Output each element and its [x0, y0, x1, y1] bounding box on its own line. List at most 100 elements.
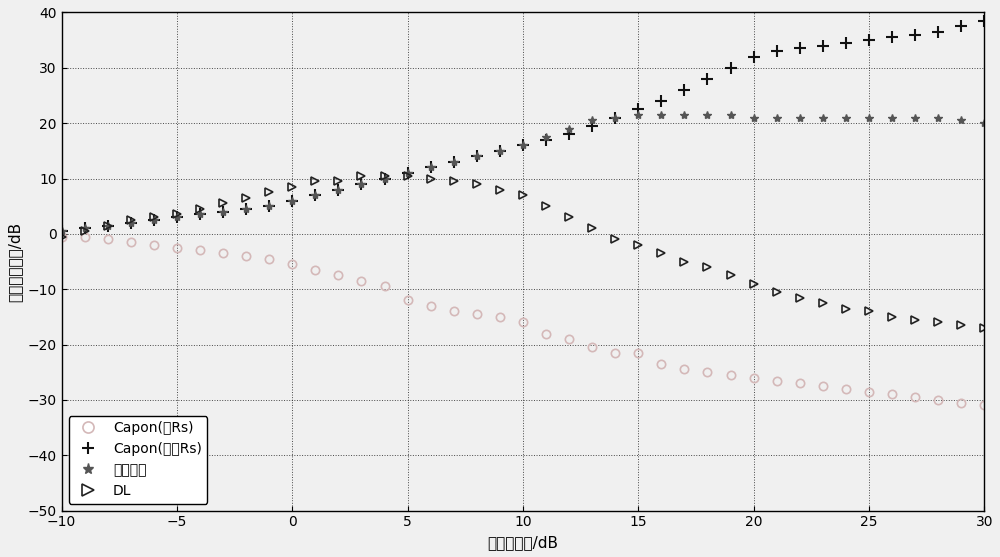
DL — [863, 308, 875, 315]
Capon(不含Rs) — [79, 225, 91, 232]
DL — [494, 186, 506, 193]
Capon(含Rs) — [425, 302, 437, 309]
Capon(含Rs) — [609, 350, 621, 356]
Capon(含Rs) — [194, 247, 206, 254]
DL — [194, 206, 206, 212]
Capon(含Rs) — [678, 366, 690, 373]
Capon(含Rs) — [748, 374, 760, 381]
DL — [817, 300, 829, 306]
Capon(含Rs) — [448, 308, 460, 315]
本文改进 — [978, 120, 990, 126]
Capon(不含Rs) — [286, 197, 298, 204]
本文改进 — [563, 125, 575, 132]
Capon(不含Rs) — [725, 65, 737, 71]
Capon(不含Rs) — [978, 17, 990, 24]
Capon(含Rs) — [632, 350, 644, 356]
本文改进 — [332, 186, 344, 193]
本文改进 — [240, 206, 252, 212]
Capon(含Rs) — [148, 242, 160, 248]
Capon(不含Rs) — [678, 86, 690, 93]
DL — [240, 194, 252, 201]
本文改进 — [886, 114, 898, 121]
Capon(不含Rs) — [932, 28, 944, 35]
Capon(不含Rs) — [840, 40, 852, 46]
Capon(含Rs) — [102, 236, 114, 243]
Line: Capon(不含Rs): Capon(不含Rs) — [56, 15, 990, 237]
本文改进 — [355, 180, 367, 187]
DL — [563, 214, 575, 221]
Capon(不含Rs) — [701, 76, 713, 82]
Capon(不含Rs) — [909, 31, 921, 38]
Capon(不含Rs) — [171, 214, 183, 221]
DL — [332, 178, 344, 184]
本文改进 — [517, 142, 529, 149]
DL — [286, 183, 298, 190]
Capon(不含Rs) — [609, 114, 621, 121]
DL — [771, 289, 783, 295]
Capon(不含Rs) — [240, 206, 252, 212]
Capon(含Rs) — [355, 277, 367, 284]
Capon(不含Rs) — [309, 192, 321, 198]
Capon(含Rs) — [978, 402, 990, 409]
本文改进 — [655, 111, 667, 118]
本文改进 — [955, 117, 967, 124]
Capon(不含Rs) — [886, 34, 898, 41]
DL — [909, 316, 921, 323]
本文改进 — [125, 219, 137, 226]
DL — [978, 325, 990, 331]
Capon(不含Rs) — [148, 217, 160, 223]
本文改进 — [471, 153, 483, 160]
DL — [79, 228, 91, 234]
Capon(不含Rs) — [863, 37, 875, 43]
DL — [425, 175, 437, 182]
Capon(不含Rs) — [332, 186, 344, 193]
本文改进 — [863, 114, 875, 121]
Capon(含Rs) — [586, 344, 598, 351]
本文改进 — [56, 228, 68, 234]
Capon(含Rs) — [471, 311, 483, 317]
本文改进 — [678, 111, 690, 118]
DL — [748, 280, 760, 287]
Capon(不含Rs) — [56, 228, 68, 234]
DL — [655, 250, 667, 257]
Capon(含Rs) — [332, 272, 344, 278]
Capon(含Rs) — [794, 380, 806, 387]
Capon(含Rs) — [79, 233, 91, 240]
本文改进 — [748, 114, 760, 121]
Capon(含Rs) — [840, 385, 852, 392]
Capon(含Rs) — [540, 330, 552, 337]
DL — [701, 263, 713, 270]
Capon(不含Rs) — [125, 219, 137, 226]
Capon(含Rs) — [402, 297, 414, 304]
本文改进 — [217, 208, 229, 215]
Capon(含Rs) — [286, 261, 298, 268]
Capon(不含Rs) — [655, 97, 667, 104]
本文改进 — [494, 148, 506, 154]
本文改进 — [379, 175, 391, 182]
本文改进 — [609, 114, 621, 121]
Capon(含Rs) — [56, 233, 68, 240]
DL — [886, 314, 898, 320]
本文改进 — [540, 134, 552, 140]
Capon(不含Rs) — [263, 203, 275, 209]
DL — [448, 178, 460, 184]
Capon(不含Rs) — [448, 159, 460, 165]
Capon(不含Rs) — [955, 23, 967, 30]
Capon(含Rs) — [655, 360, 667, 367]
Capon(不含Rs) — [425, 164, 437, 171]
DL — [840, 305, 852, 312]
Capon(不含Rs) — [794, 45, 806, 52]
Capon(含Rs) — [563, 336, 575, 343]
Capon(含Rs) — [932, 397, 944, 403]
Capon(不含Rs) — [102, 222, 114, 229]
DL — [540, 203, 552, 209]
DL — [678, 258, 690, 265]
Capon(不含Rs) — [217, 208, 229, 215]
本文改进 — [817, 114, 829, 121]
DL — [402, 173, 414, 179]
Capon(含Rs) — [263, 256, 275, 262]
Capon(含Rs) — [725, 372, 737, 378]
DL — [56, 233, 68, 240]
Capon(不含Rs) — [817, 42, 829, 49]
Capon(含Rs) — [886, 391, 898, 398]
